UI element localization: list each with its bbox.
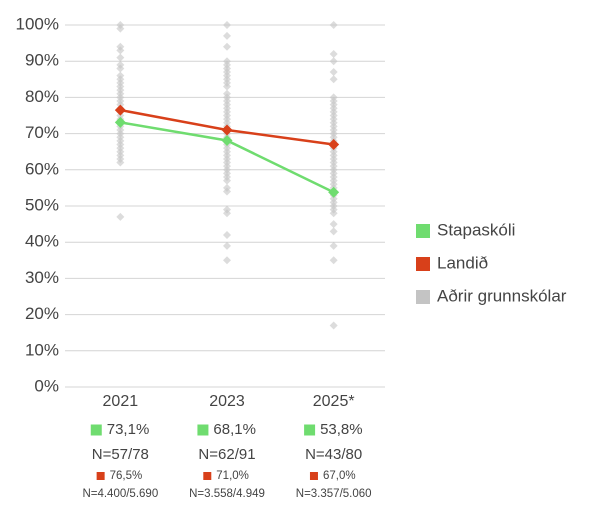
y-tick-label: 20% bbox=[25, 304, 59, 323]
scatter-point bbox=[223, 187, 231, 196]
scatter-point bbox=[329, 256, 338, 265]
scatter-point bbox=[329, 57, 338, 66]
y-tick-label: 70% bbox=[25, 123, 59, 142]
scatter-point bbox=[329, 209, 338, 218]
scatter-point bbox=[223, 82, 231, 91]
x-tick-label: 2025* bbox=[313, 393, 355, 410]
scatter-point bbox=[116, 64, 125, 73]
legend-label: Landið bbox=[437, 253, 488, 272]
scatter-point bbox=[223, 176, 231, 185]
y-tick-label: 30% bbox=[25, 268, 59, 287]
count-label: N=43/80 bbox=[305, 446, 362, 463]
value-label: 67,0% bbox=[323, 470, 356, 482]
y-tick-label: 40% bbox=[25, 232, 59, 251]
value-swatch bbox=[90, 424, 102, 436]
scatter-point bbox=[329, 21, 338, 29]
scatter-point bbox=[329, 68, 338, 77]
scatter-point bbox=[329, 49, 338, 58]
scatter-point bbox=[223, 21, 231, 29]
scatter-point bbox=[329, 220, 338, 229]
value-swatch bbox=[197, 424, 209, 436]
scatter-point bbox=[329, 321, 338, 330]
series-marker bbox=[328, 186, 340, 198]
legend-swatch bbox=[416, 290, 430, 304]
x-tick-label: 2021 bbox=[103, 393, 139, 410]
y-tick-label: 80% bbox=[25, 87, 59, 106]
series-marker bbox=[221, 124, 233, 136]
value-label: 73,1% bbox=[107, 421, 150, 438]
scatter-point bbox=[116, 53, 125, 62]
scatter-point bbox=[223, 42, 231, 51]
series-marker bbox=[114, 116, 126, 128]
value-swatch bbox=[203, 472, 212, 480]
scatter-point bbox=[116, 46, 125, 55]
y-tick-label: 100% bbox=[16, 14, 59, 33]
series-marker bbox=[114, 104, 126, 116]
scatter-point bbox=[223, 31, 231, 40]
legend-swatch bbox=[416, 224, 430, 238]
scatter-point bbox=[116, 24, 125, 33]
y-tick-label: 90% bbox=[25, 51, 59, 70]
value-swatch bbox=[304, 424, 316, 436]
scatter-point bbox=[223, 209, 231, 218]
scatter-point bbox=[329, 227, 338, 236]
y-tick-label: 60% bbox=[25, 159, 59, 178]
value-label: 71,0% bbox=[216, 470, 249, 482]
scatter-point bbox=[116, 158, 125, 167]
scatter-point bbox=[223, 230, 231, 239]
value-label: 68,1% bbox=[213, 421, 256, 438]
scatter-point bbox=[116, 212, 125, 221]
count-label: N=3.357/5.060 bbox=[296, 488, 372, 500]
series-marker bbox=[328, 138, 340, 150]
count-label: N=4.400/5.690 bbox=[82, 488, 158, 500]
scatter-point bbox=[329, 75, 338, 84]
y-tick-label: 10% bbox=[25, 340, 59, 359]
count-label: N=57/78 bbox=[92, 446, 149, 463]
value-swatch bbox=[96, 472, 105, 480]
scatter-point bbox=[223, 256, 231, 265]
scatter-point bbox=[223, 241, 231, 250]
count-label: N=3.558/4.949 bbox=[189, 488, 265, 500]
series-marker bbox=[221, 134, 233, 146]
legend-label: Stapaskóli bbox=[437, 220, 515, 239]
x-tick-label: 2023 bbox=[209, 393, 245, 410]
legend-label: Aðrir grunnskólar bbox=[437, 286, 567, 305]
value-label: 76,5% bbox=[110, 470, 143, 482]
scatter-point bbox=[329, 241, 338, 250]
y-tick-label: 0% bbox=[34, 376, 59, 395]
value-swatch bbox=[309, 472, 318, 480]
count-label: N=62/91 bbox=[198, 446, 255, 463]
value-label: 53,8% bbox=[320, 421, 363, 438]
legend-swatch bbox=[416, 257, 430, 271]
y-tick-label: 50% bbox=[25, 195, 59, 214]
